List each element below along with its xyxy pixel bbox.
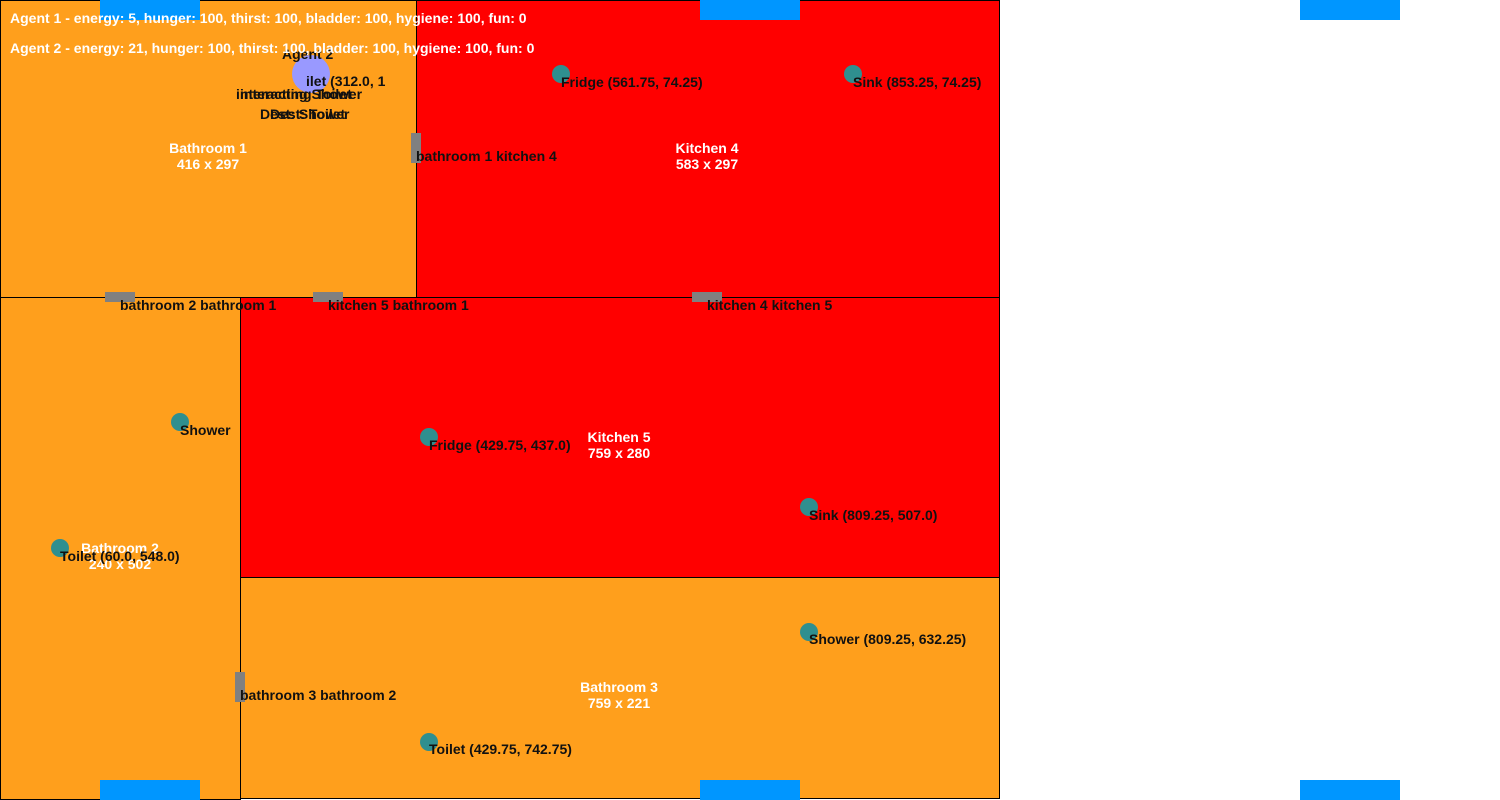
door-label-kitchen5-bathroom1: kitchen 5 bathroom 1 — [328, 297, 469, 313]
room-title-kitchen-5: Kitchen 5 759 x 280 — [587, 429, 650, 461]
agent-2-overlap-text: Dest: Shower — [260, 106, 350, 122]
door-kitchen5-bathroom1[interactable] — [313, 292, 343, 302]
room-title-kitchen-4: Kitchen 4 583 x 297 — [675, 140, 738, 172]
door-label-bathroom3-bathroom2: bathroom 3 bathroom 2 — [240, 687, 397, 703]
door-label-bathroom2-bathroom1: bathroom 2 bathroom 1 — [120, 297, 277, 313]
spawn-marker-top-2 — [700, 0, 800, 20]
spawn-marker-bottom-3 — [1300, 780, 1400, 800]
object-label-sink-k4: Sink (853.25, 74.25) — [853, 74, 982, 90]
agent-2-overlap-text: ilet (312.0, 1 — [306, 73, 386, 89]
room-size: 759 x 280 — [587, 445, 651, 461]
shower-icon[interactable] — [171, 413, 189, 431]
object-label-toilet-b3: Toilet (429.75, 742.75) — [429, 741, 572, 757]
room-kitchen-5 — [240, 297, 1000, 578]
room-size: 583 x 297 — [675, 156, 739, 172]
agent-2-name: Agent 2 — [282, 46, 334, 62]
room-name: Kitchen 4 — [675, 140, 739, 156]
room-bathroom-1 — [0, 0, 417, 298]
spawn-marker-top-1 — [100, 0, 200, 20]
spawn-marker-bottom-1 — [100, 780, 200, 800]
room-size: 416 x 297 — [176, 156, 240, 172]
spawn-marker-bottom-2 — [700, 780, 800, 800]
agent-2-overlap-text: interacting Toilet — [240, 86, 352, 102]
room-title-bathroom-3: Bathroom 3 759 x 221 — [580, 679, 658, 711]
room-kitchen-4 — [416, 0, 1000, 298]
object-label-toilet-b2: Toilet (60.0, 548.0) — [60, 548, 180, 564]
object-label-sink-k5: Sink (809.25, 507.0) — [809, 507, 938, 523]
room-size: 240 x 502 — [88, 556, 152, 572]
room-title-bathroom-2: Bathroom 2 240 x 502 — [81, 540, 159, 572]
room-bathroom-3 — [240, 577, 1000, 799]
fridge-icon[interactable] — [420, 428, 438, 446]
room-name: Kitchen 5 — [587, 429, 651, 445]
agent-2-overlap-text: Dest: Toilet — [270, 106, 346, 122]
spawn-marker-top-3 — [1300, 0, 1400, 20]
toilet-icon[interactable] — [51, 539, 69, 557]
agent-2-overlap-text: interacting Shower — [236, 86, 363, 102]
room-name: Bathroom 2 — [81, 540, 159, 556]
room-title-bathroom-1: Bathroom 1 416 x 297 — [169, 140, 247, 172]
object-label-fridge-k5: Fridge (429.75, 437.0) — [429, 437, 571, 453]
door-bathroom3-bathroom2[interactable] — [235, 672, 245, 702]
agent-2-avatar[interactable] — [292, 55, 330, 93]
door-kitchen4-kitchen5[interactable] — [692, 292, 722, 302]
sink-icon[interactable] — [800, 498, 818, 516]
agent-2-status: Agent 2 - energy: 21, hunger: 100, thirs… — [10, 40, 535, 56]
door-bathroom1-kitchen4[interactable] — [411, 133, 421, 163]
shower-icon[interactable] — [800, 623, 818, 641]
agent-1-status: Agent 1 - energy: 5, hunger: 100, thirst… — [10, 10, 527, 26]
toilet-icon[interactable] — [420, 733, 438, 751]
door-bathroom2-bathroom1[interactable] — [105, 292, 135, 302]
sink-icon[interactable] — [844, 65, 862, 83]
room-size: 759 x 221 — [587, 695, 651, 711]
room-name: Bathroom 1 — [169, 140, 247, 156]
door-label-kitchen4-kitchen5: kitchen 4 kitchen 5 — [707, 297, 833, 313]
object-label-fridge-k4: Fridge (561.75, 74.25) — [561, 74, 703, 90]
fridge-icon[interactable] — [552, 65, 570, 83]
object-label-shower-b2: Shower — [180, 422, 231, 438]
room-name: Bathroom 3 — [580, 679, 658, 695]
door-label-bathroom1-kitchen4: bathroom 1 kitchen 4 — [416, 148, 557, 164]
object-label-shower-b3: Shower (809.25, 632.25) — [809, 631, 967, 647]
